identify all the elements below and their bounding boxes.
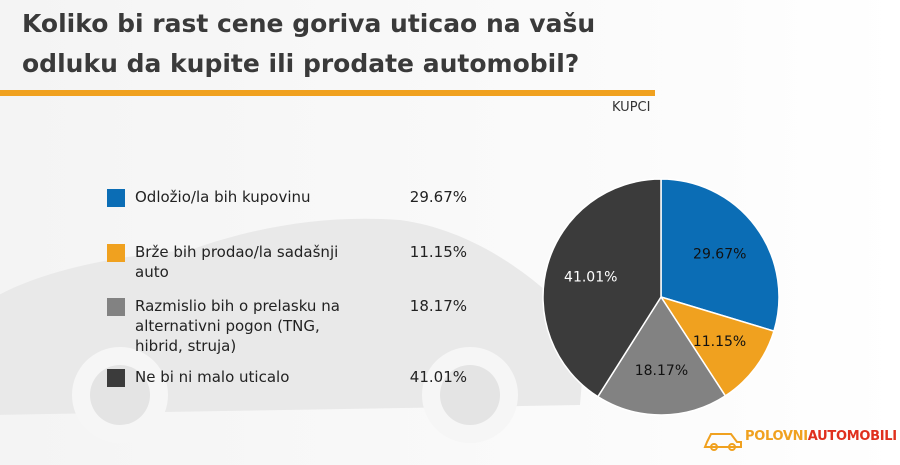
pie-slice bbox=[660, 178, 780, 333]
pie: 29.67% 11.15% 18.17% 41.01% bbox=[542, 178, 780, 416]
data-label: 29.67% bbox=[693, 246, 746, 262]
data-label: 41.01% bbox=[564, 270, 617, 286]
legend-value: 11.15% bbox=[409, 243, 467, 261]
car-wheel bbox=[440, 365, 500, 425]
legend-swatch bbox=[107, 369, 125, 387]
legend-label: Ne bi ni malo uticalo bbox=[135, 368, 290, 386]
chart-title: Koliko bi rast cene goriva uticao na vaš… bbox=[22, 9, 596, 78]
logo-text: AUTOMOBILI bbox=[807, 429, 897, 444]
data-label: 11.15% bbox=[693, 334, 746, 350]
legend-label: Brže bih prodao/la sadašnji auto bbox=[135, 243, 339, 281]
pie-slice bbox=[659, 295, 775, 397]
pie-slice bbox=[596, 295, 727, 416]
legend-value: 29.67% bbox=[409, 188, 467, 206]
logo: POLOVNIAUTOMOBILI bbox=[745, 429, 897, 444]
title-rule bbox=[0, 90, 655, 96]
data-label: 18.17% bbox=[635, 363, 688, 379]
chart-subtitle: KUPCI bbox=[612, 100, 651, 115]
legend-label: Razmislio bih o prelasku na alternativni… bbox=[135, 297, 340, 355]
logo-icon bbox=[703, 433, 742, 451]
pie-slice bbox=[542, 178, 662, 398]
logo-text: POLOVNI bbox=[745, 429, 808, 444]
legend-value: 41.01% bbox=[409, 368, 467, 386]
legend-swatch bbox=[107, 189, 125, 207]
car-wheel bbox=[90, 365, 150, 425]
legend-swatch bbox=[107, 244, 125, 262]
legend-label: Odložio/la bih kupovinu bbox=[135, 188, 311, 206]
legend-value: 18.17% bbox=[409, 297, 467, 315]
legend-swatch bbox=[107, 298, 125, 316]
